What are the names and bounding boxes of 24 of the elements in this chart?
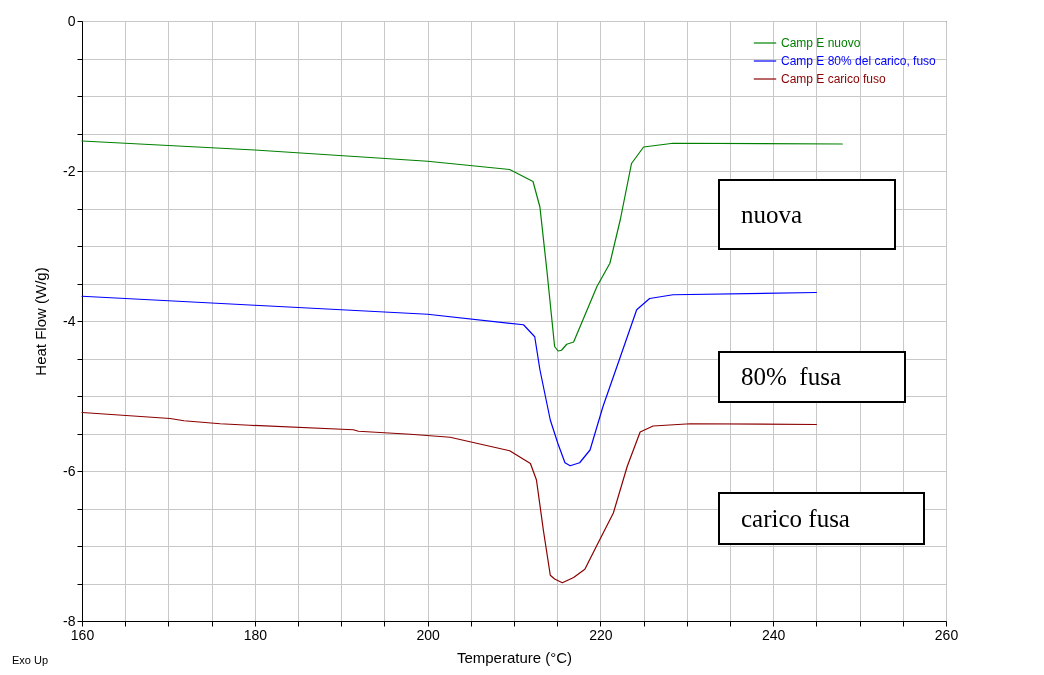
y-tick-label: -2 [63,162,76,179]
annotation: 80% fusa [741,363,841,391]
y-tick-label: -4 [63,312,76,329]
y-tick-label: -6 [63,462,76,479]
label-box: 80% fusa [718,351,906,403]
x-tick-label: 220 [589,626,613,643]
label-box: nuova [718,179,896,250]
x-tick-label: 180 [243,626,268,643]
x-axis-title: Temperature (°C) [456,648,573,666]
text: Exo Up [12,654,49,666]
legend-label: Camp E nuovo [781,36,861,50]
x-tick-label: 240 [762,626,786,643]
x-tick-label: 200 [416,626,440,643]
line-series [81,140,843,352]
annotation: carico fusa [741,504,850,533]
y-tick-label: 0 [67,12,76,29]
legend-label: Camp E carico fuso [781,72,887,86]
x-tick-label: 260 [934,626,959,643]
label-box: carico fusa [718,492,925,545]
x-tick-label: 160 [70,626,95,643]
y-axis-title: Heat Flow (W/g) [32,267,50,376]
annotation: nuova [741,200,803,229]
legend-label: Camp E 80% del carico, fuso [781,54,937,68]
y-tick-label: -8 [63,612,76,629]
